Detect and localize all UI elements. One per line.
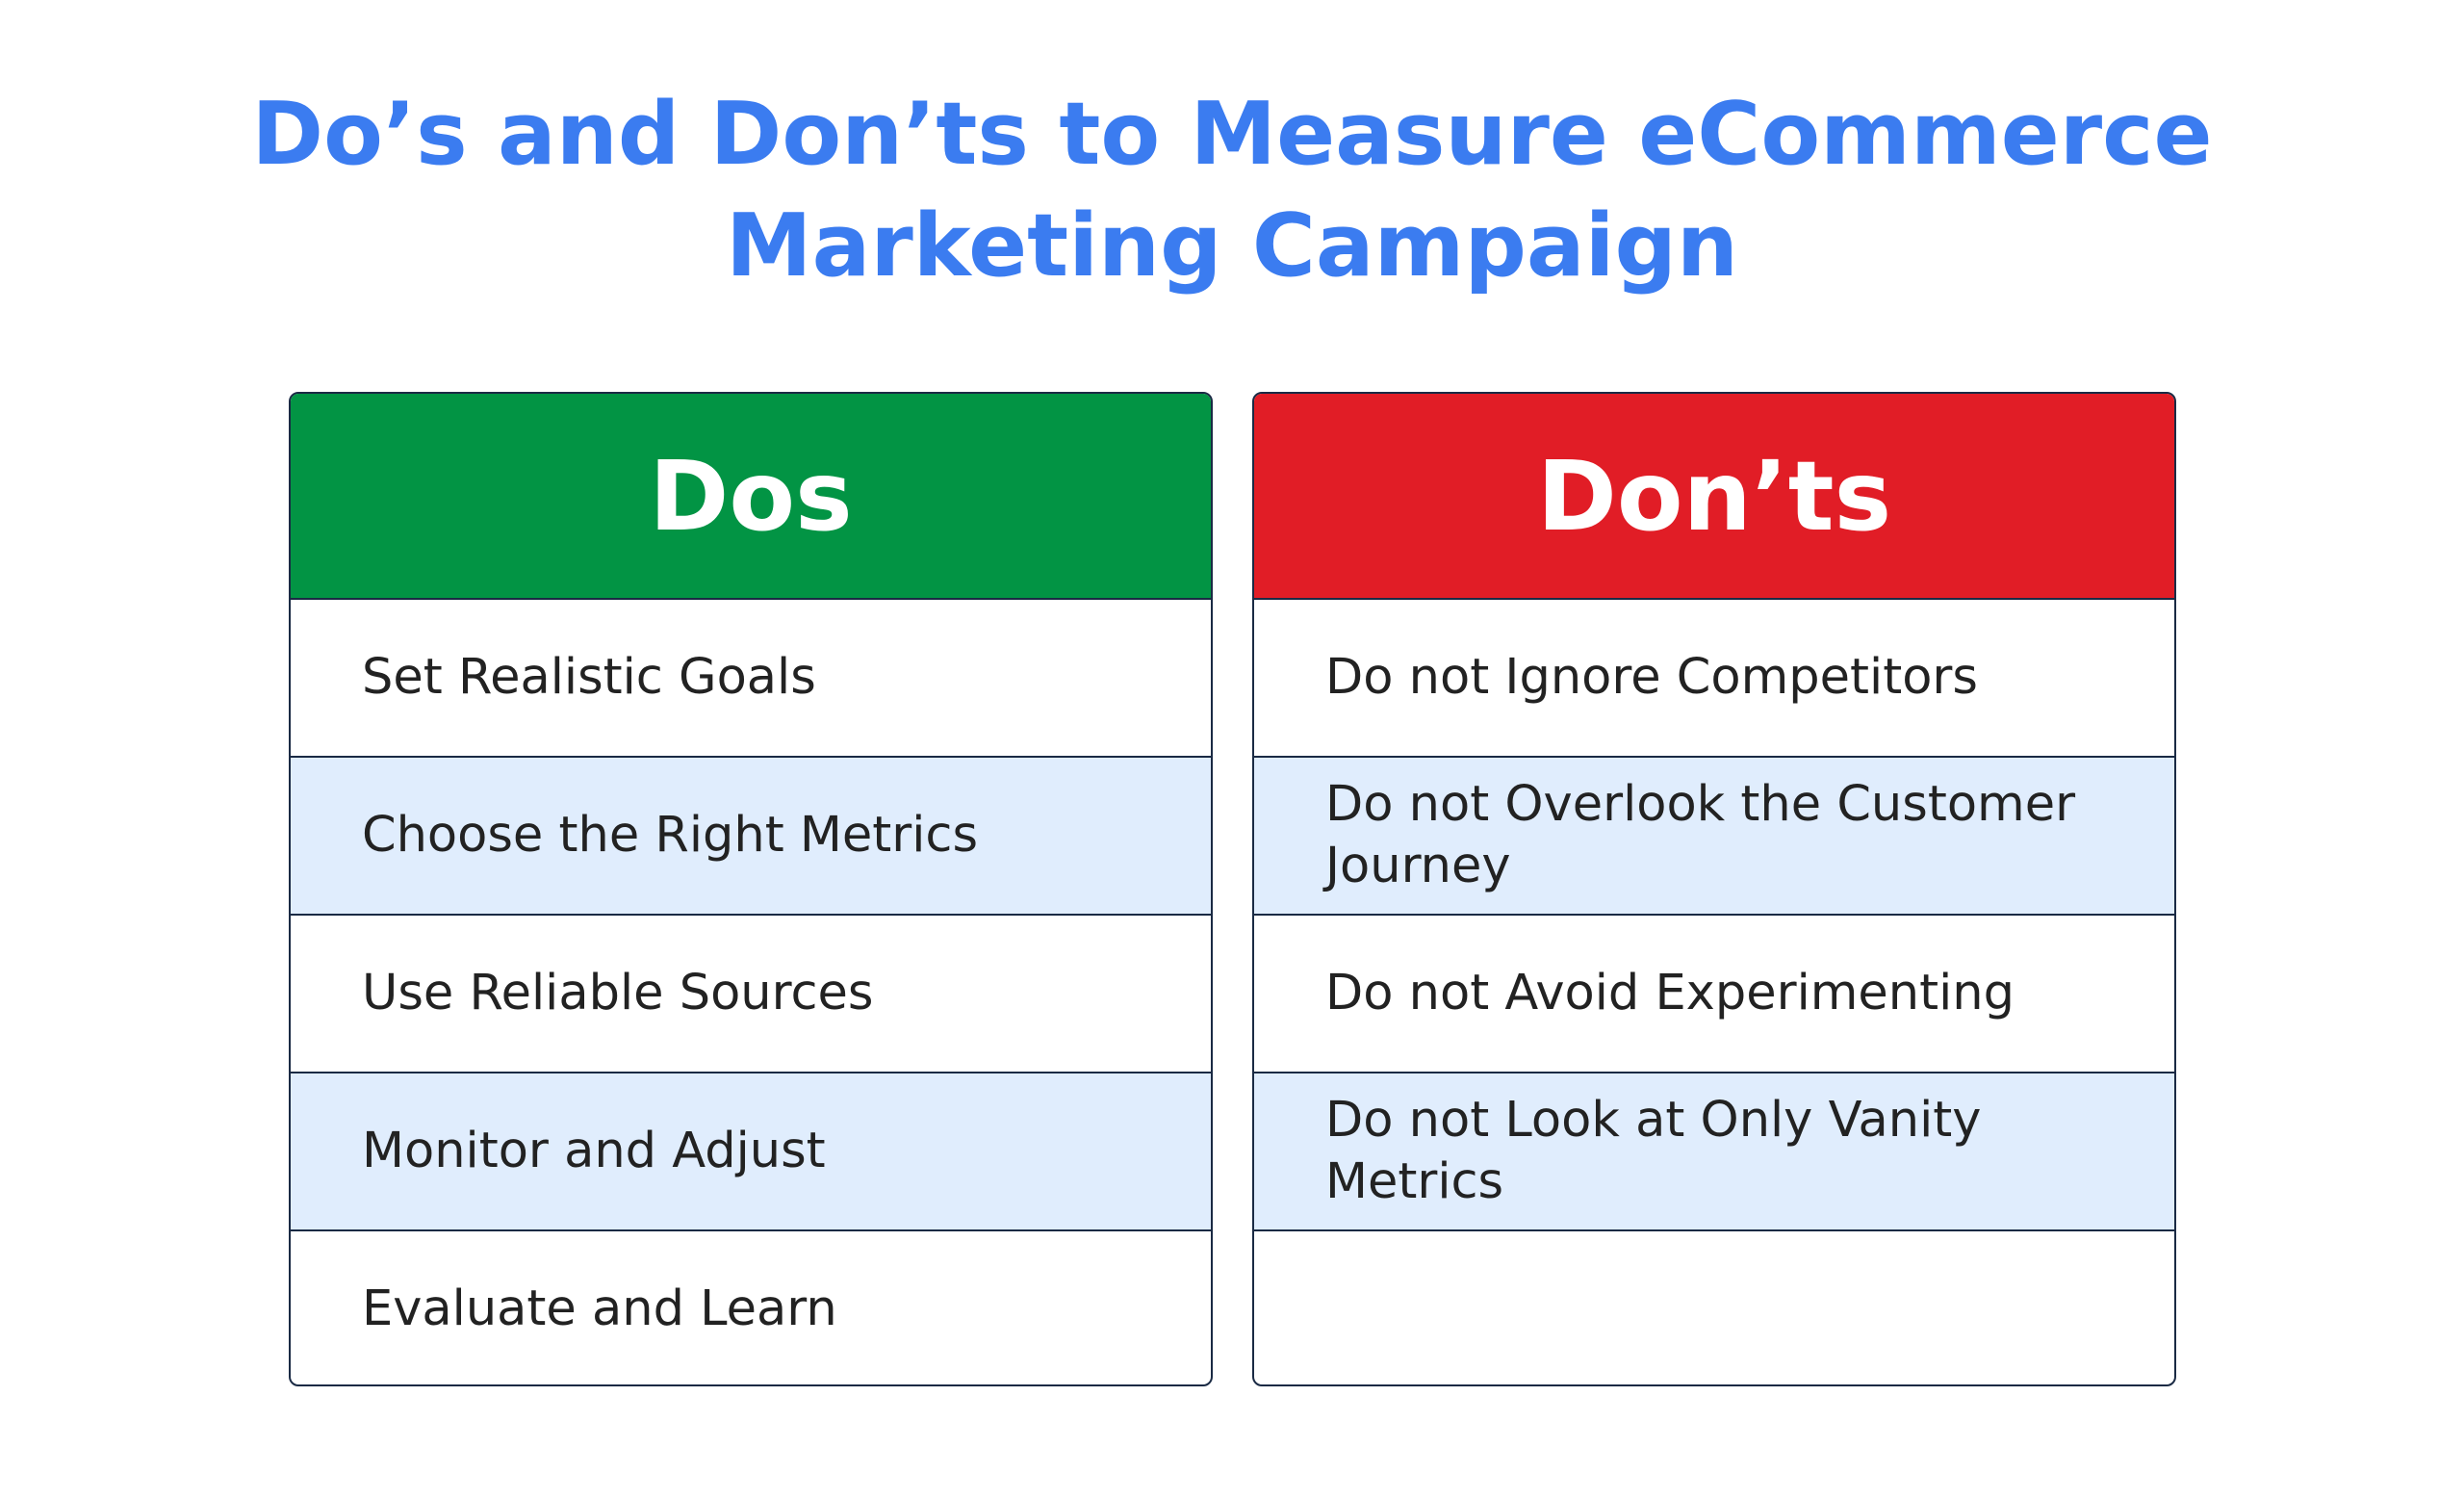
donts-item-empty (1254, 1231, 2174, 1384)
dos-item: Choose the Right Metrics (291, 758, 1211, 916)
page-title: Do’s and Don’ts to Measure eCommerce Mar… (251, 84, 2213, 297)
dos-item: Evaluate and Learn (362, 1280, 837, 1337)
dos-table: Dos Set Realistic Goals Choose the Right… (289, 392, 1213, 1386)
dos-header: Dos (291, 394, 1211, 600)
donts-header: Don’ts (1254, 394, 2174, 600)
donts-item: Do not Overlook the Customer Journey (1254, 758, 2174, 916)
dos-item: Monitor and Adjust (291, 1073, 1211, 1231)
donts-item: Do not Look at Only Vanity Metrics (1254, 1073, 2174, 1231)
donts-table: Don’ts Do not Ignore Competitors Do not … (1252, 392, 2176, 1386)
donts-item: Do not Ignore Competitors (1254, 600, 2174, 758)
donts-item: Do not Avoid Experimenting (1254, 916, 2174, 1073)
dos-item: Use Reliable Sources (291, 916, 1211, 1073)
dos-item: Set Realistic Goals (291, 600, 1211, 758)
